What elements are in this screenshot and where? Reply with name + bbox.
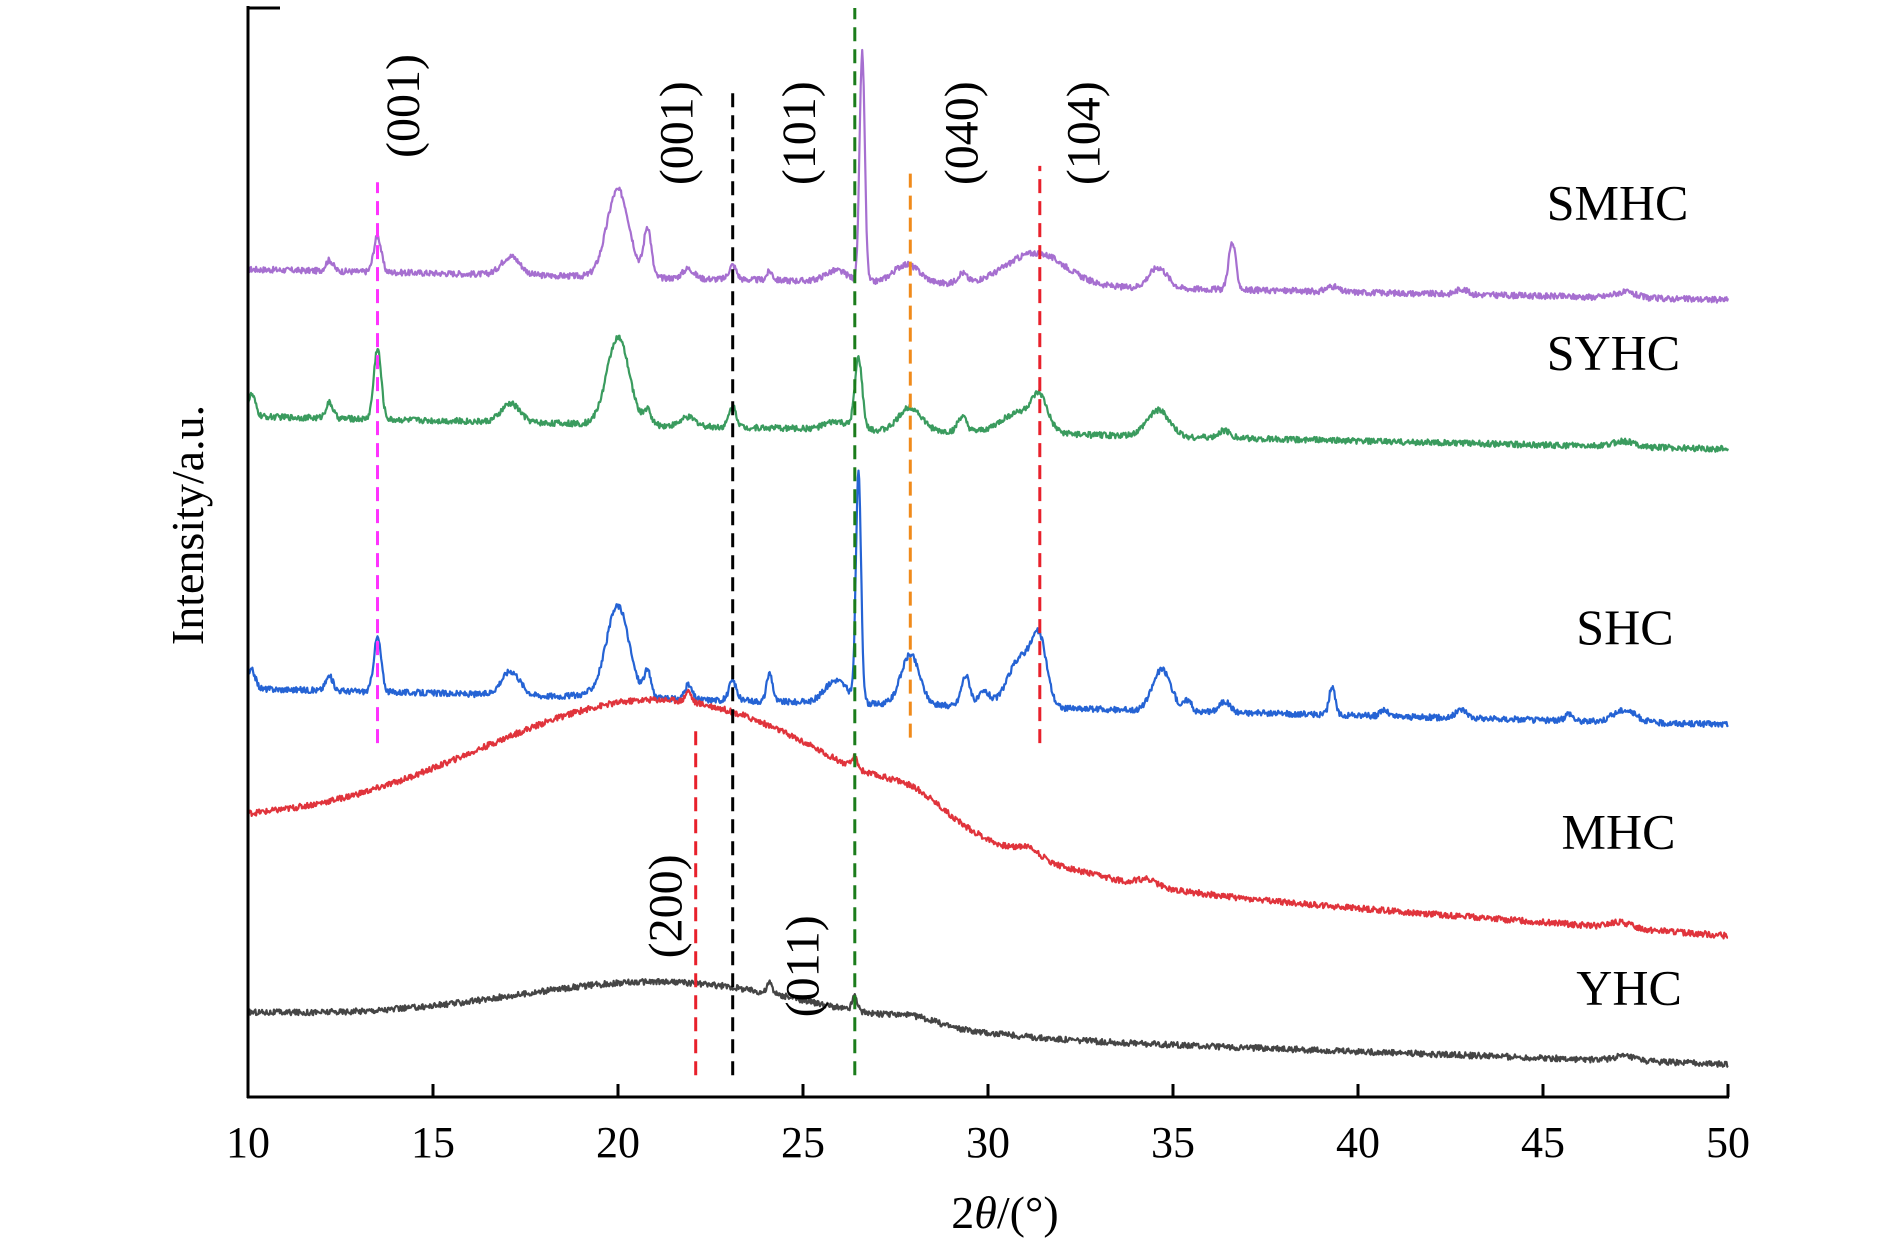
peak-label-3: (040) [936, 81, 989, 185]
peak-label-4: (104) [1058, 81, 1111, 185]
series-label-shc: SHC [1576, 599, 1673, 655]
x-tick-label-30: 30 [966, 1118, 1010, 1167]
series-label-yhc: YHC [1576, 959, 1682, 1015]
x-tick-label-20: 20 [596, 1118, 640, 1167]
series-line-smhc [247, 48, 1730, 304]
series-layer [246, 48, 1730, 1069]
x-tick-label-15: 15 [411, 1118, 455, 1167]
chart-labels: (001) (001) (101) (040) (104) (200) (011) SMHC S… [377, 54, 1689, 1017]
series-label-syhc: SYHC [1547, 325, 1680, 381]
peak-label-1: (001) [651, 81, 704, 185]
peak-label-6: (011) [777, 915, 830, 1017]
x-tick-label-40: 40 [1336, 1118, 1380, 1167]
series-label-smhc: SMHC [1547, 174, 1689, 230]
peak-label-0: (001) [377, 54, 430, 158]
peak-label-5: (200) [640, 854, 693, 958]
reference-lines [376, 8, 1042, 1076]
peak-label-2: (101) [773, 81, 826, 185]
axes: 10 15 20 25 30 35 40 45 50 [226, 6, 1750, 1167]
series-line-yhc [247, 978, 1729, 1069]
series-line-syhc [246, 334, 1730, 453]
series-label-mhc: MHC [1562, 804, 1676, 860]
series-line-shc [246, 469, 1729, 728]
x-tick-label-50: 50 [1706, 1118, 1750, 1167]
x-tick-label-10: 10 [226, 1118, 270, 1167]
x-axis-title: 2θ/(°) [951, 1187, 1058, 1238]
y-axis-title: Intensity/a.u. [162, 405, 213, 645]
x-tick-label-25: 25 [781, 1118, 825, 1167]
x-tick-label-45: 45 [1521, 1118, 1565, 1167]
x-tick-label-35: 35 [1151, 1118, 1195, 1167]
series-line-mhc [247, 688, 1729, 940]
